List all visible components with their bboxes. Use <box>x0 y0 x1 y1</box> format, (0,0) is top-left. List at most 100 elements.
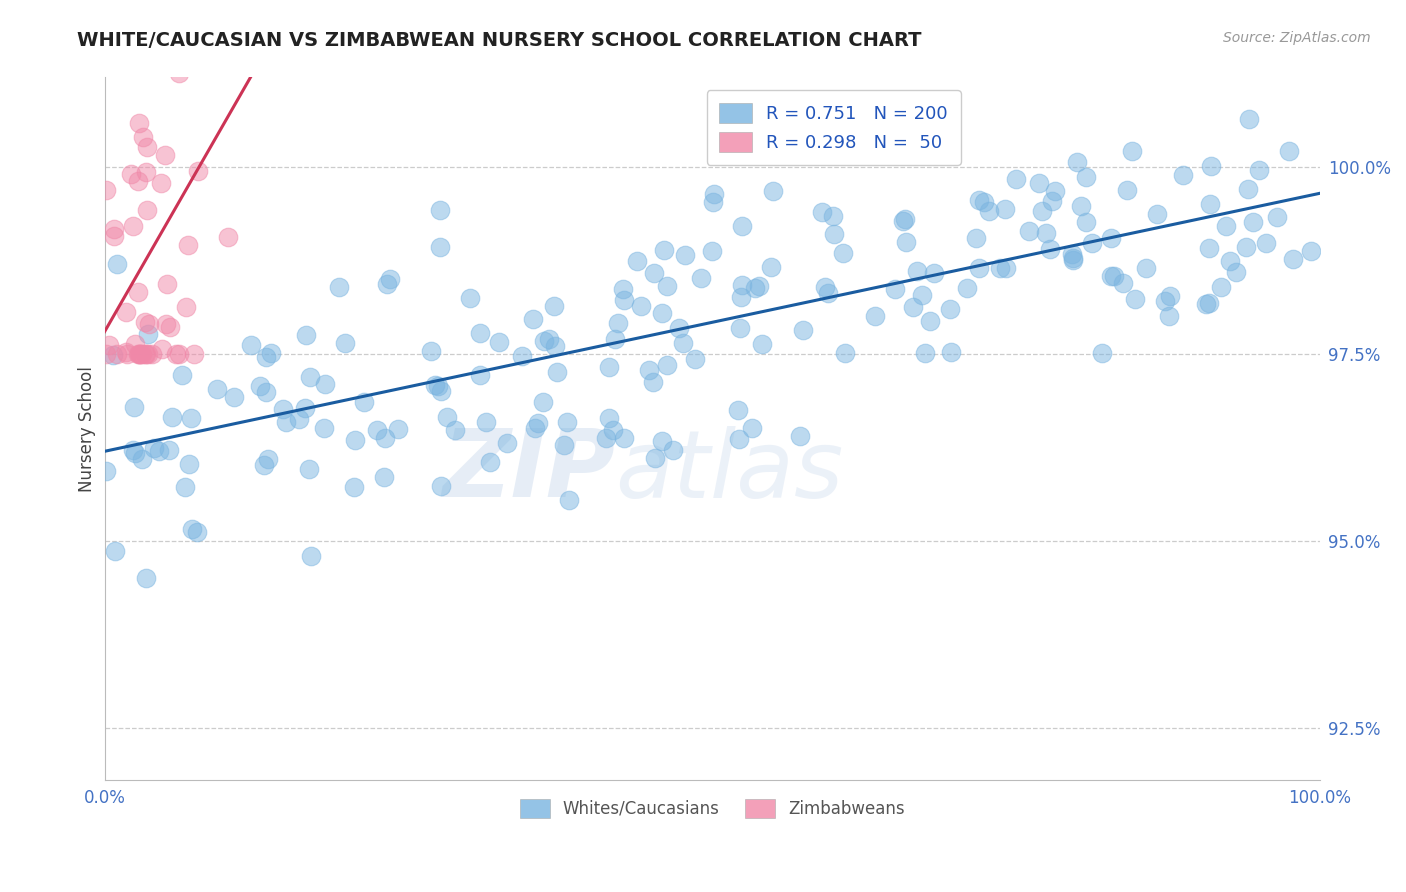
Point <box>1099 231 1122 245</box>
Point <box>468 368 491 382</box>
Point <box>254 385 277 400</box>
Point <box>531 395 554 409</box>
Point <box>1215 219 1237 234</box>
Point <box>177 457 200 471</box>
Point <box>702 195 724 210</box>
Point <box>129 347 152 361</box>
Point <box>817 285 839 300</box>
Point <box>700 244 723 258</box>
Point <box>1070 199 1092 213</box>
Point <box>205 382 228 396</box>
Point <box>1219 254 1241 268</box>
Point <box>1121 144 1143 158</box>
Point <box>96 183 118 197</box>
Point <box>811 205 834 219</box>
Point <box>387 421 409 435</box>
Point <box>1076 214 1098 228</box>
Point <box>150 343 173 357</box>
Point <box>644 450 666 465</box>
Point <box>651 306 673 320</box>
Point <box>328 280 350 294</box>
Point <box>1091 346 1114 360</box>
Point <box>606 316 628 330</box>
Point <box>727 402 749 417</box>
Point <box>124 337 146 351</box>
Point <box>598 359 620 374</box>
Point <box>180 411 202 425</box>
Point <box>312 421 335 435</box>
Point <box>1195 297 1218 311</box>
Point <box>907 264 929 278</box>
Point <box>1076 169 1098 184</box>
Point <box>136 347 159 361</box>
Point <box>115 305 138 319</box>
Point <box>1234 240 1257 254</box>
Point <box>914 345 936 359</box>
Point <box>132 129 155 144</box>
Point <box>761 184 783 198</box>
Point <box>181 522 204 536</box>
Point <box>630 299 652 313</box>
Point <box>759 260 782 274</box>
Point <box>612 282 634 296</box>
Point <box>127 285 149 299</box>
Point <box>690 270 713 285</box>
Point <box>429 202 451 217</box>
Point <box>149 176 172 190</box>
Point <box>128 347 150 361</box>
Point <box>1199 160 1222 174</box>
Point <box>254 350 277 364</box>
Point <box>668 321 690 335</box>
Point <box>595 431 617 445</box>
Point <box>134 571 156 585</box>
Point <box>1198 241 1220 255</box>
Point <box>1028 176 1050 190</box>
Point <box>543 339 565 353</box>
Point <box>1066 154 1088 169</box>
Point <box>374 432 396 446</box>
Point <box>136 326 159 341</box>
Point <box>832 246 855 260</box>
Point <box>186 524 208 539</box>
Point <box>883 282 905 296</box>
Point <box>143 441 166 455</box>
Point <box>652 244 675 258</box>
Point <box>1040 194 1063 209</box>
Point <box>468 326 491 341</box>
Point <box>538 332 561 346</box>
Point <box>1018 224 1040 238</box>
Point <box>121 219 143 233</box>
Point <box>626 253 648 268</box>
Point <box>1081 235 1104 250</box>
Point <box>683 352 706 367</box>
Point <box>546 365 568 379</box>
Point <box>294 327 316 342</box>
Point <box>298 462 321 476</box>
Point <box>728 320 751 334</box>
Point <box>127 347 149 361</box>
Point <box>728 432 751 446</box>
Point <box>187 164 209 178</box>
Point <box>911 287 934 301</box>
Point <box>173 480 195 494</box>
Legend: Whites/Caucasians, Zimbabweans: Whites/Caucasians, Zimbabweans <box>513 792 911 825</box>
Point <box>135 347 157 361</box>
Point <box>115 347 138 361</box>
Point <box>288 411 311 425</box>
Point <box>510 350 533 364</box>
Point <box>893 214 915 228</box>
Point <box>1209 279 1232 293</box>
Point <box>744 281 766 295</box>
Point <box>240 337 263 351</box>
Point <box>121 442 143 457</box>
Point <box>543 299 565 313</box>
Point <box>257 451 280 466</box>
Point <box>160 410 183 425</box>
Point <box>673 248 696 262</box>
Point <box>458 291 481 305</box>
Point <box>1125 293 1147 307</box>
Point <box>557 415 579 429</box>
Point <box>1247 163 1270 178</box>
Point <box>429 384 451 398</box>
Point <box>995 261 1018 276</box>
